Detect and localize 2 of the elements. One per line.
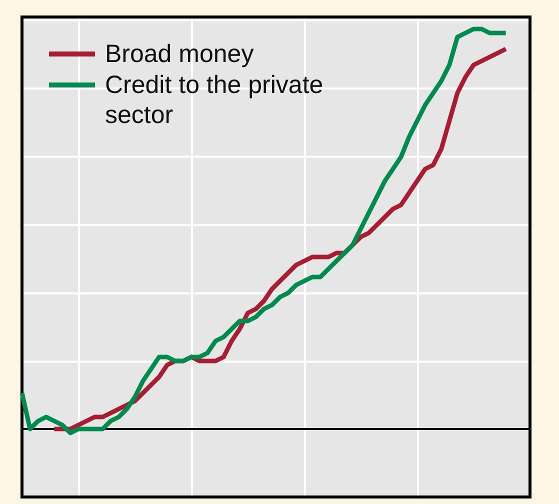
legend-label: Credit to the private sector [105,70,324,130]
legend-label: Broad money [105,39,255,69]
